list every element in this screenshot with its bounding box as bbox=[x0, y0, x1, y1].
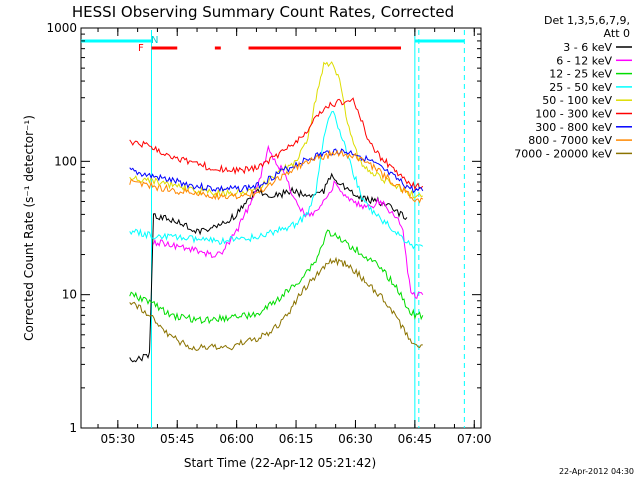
series-line-8 bbox=[129, 256, 423, 351]
series-line-5 bbox=[129, 97, 424, 191]
y-axis-title: Corrected Count Rate (s⁻¹ detector⁻¹) bbox=[22, 115, 36, 341]
x-tick-label: 06:45 bbox=[398, 432, 433, 446]
series-line-1 bbox=[153, 144, 424, 299]
x-axis-title: Start Time (22-Apr-12 05:21:42) bbox=[184, 456, 376, 470]
flare-marker-label: F bbox=[138, 43, 144, 54]
footer-date: 22-Apr-2012 04:30 bbox=[559, 467, 634, 476]
legend-header-line-1: Det 1,3,5,6,7,9, bbox=[544, 14, 630, 27]
data-series bbox=[129, 61, 424, 363]
x-tick-label: 06:15 bbox=[279, 432, 314, 446]
series-line-6 bbox=[129, 148, 424, 194]
y-tick-label: 1000 bbox=[46, 21, 77, 35]
legend-entry-8: 7000 - 20000 keV bbox=[514, 147, 612, 160]
x-tick-label: 05:30 bbox=[101, 432, 136, 446]
x-tick-label: 07:00 bbox=[457, 432, 492, 446]
chart-title: HESSI Observing Summary Count Rates, Cor… bbox=[72, 3, 454, 21]
axis-ticks bbox=[81, 27, 481, 429]
plot-area bbox=[80, 27, 482, 429]
y-tick-label: 100 bbox=[54, 154, 77, 168]
legend-entry-1: 6 - 12 keV bbox=[556, 54, 612, 67]
legend-entry-2: 12 - 25 keV bbox=[549, 68, 612, 81]
plot-frame bbox=[80, 27, 482, 429]
legend-entry-7: 800 - 7000 keV bbox=[528, 134, 612, 147]
series-line-2 bbox=[129, 229, 424, 325]
series-line-7 bbox=[129, 149, 424, 204]
legend-header-line-2: Att 0 bbox=[604, 27, 630, 40]
legend-entry-3: 25 - 50 keV bbox=[549, 81, 612, 94]
legend-entry-5: 100 - 300 keV bbox=[535, 108, 612, 121]
legend-entry-4: 50 - 100 keV bbox=[542, 94, 612, 107]
legend-entry-6: 300 - 800 keV bbox=[535, 121, 612, 134]
y-tick-label: 1 bbox=[69, 421, 77, 435]
night-indicators bbox=[81, 30, 465, 428]
night-marker-label: N bbox=[151, 35, 158, 46]
x-tick-label: 05:45 bbox=[160, 432, 195, 446]
x-tick-label: 06:00 bbox=[219, 432, 254, 446]
y-tick-label: 10 bbox=[62, 288, 77, 302]
x-tick-label: 06:30 bbox=[338, 432, 373, 446]
series-line-3 bbox=[129, 110, 424, 250]
legend-entry-0: 3 - 6 keV bbox=[563, 41, 612, 54]
